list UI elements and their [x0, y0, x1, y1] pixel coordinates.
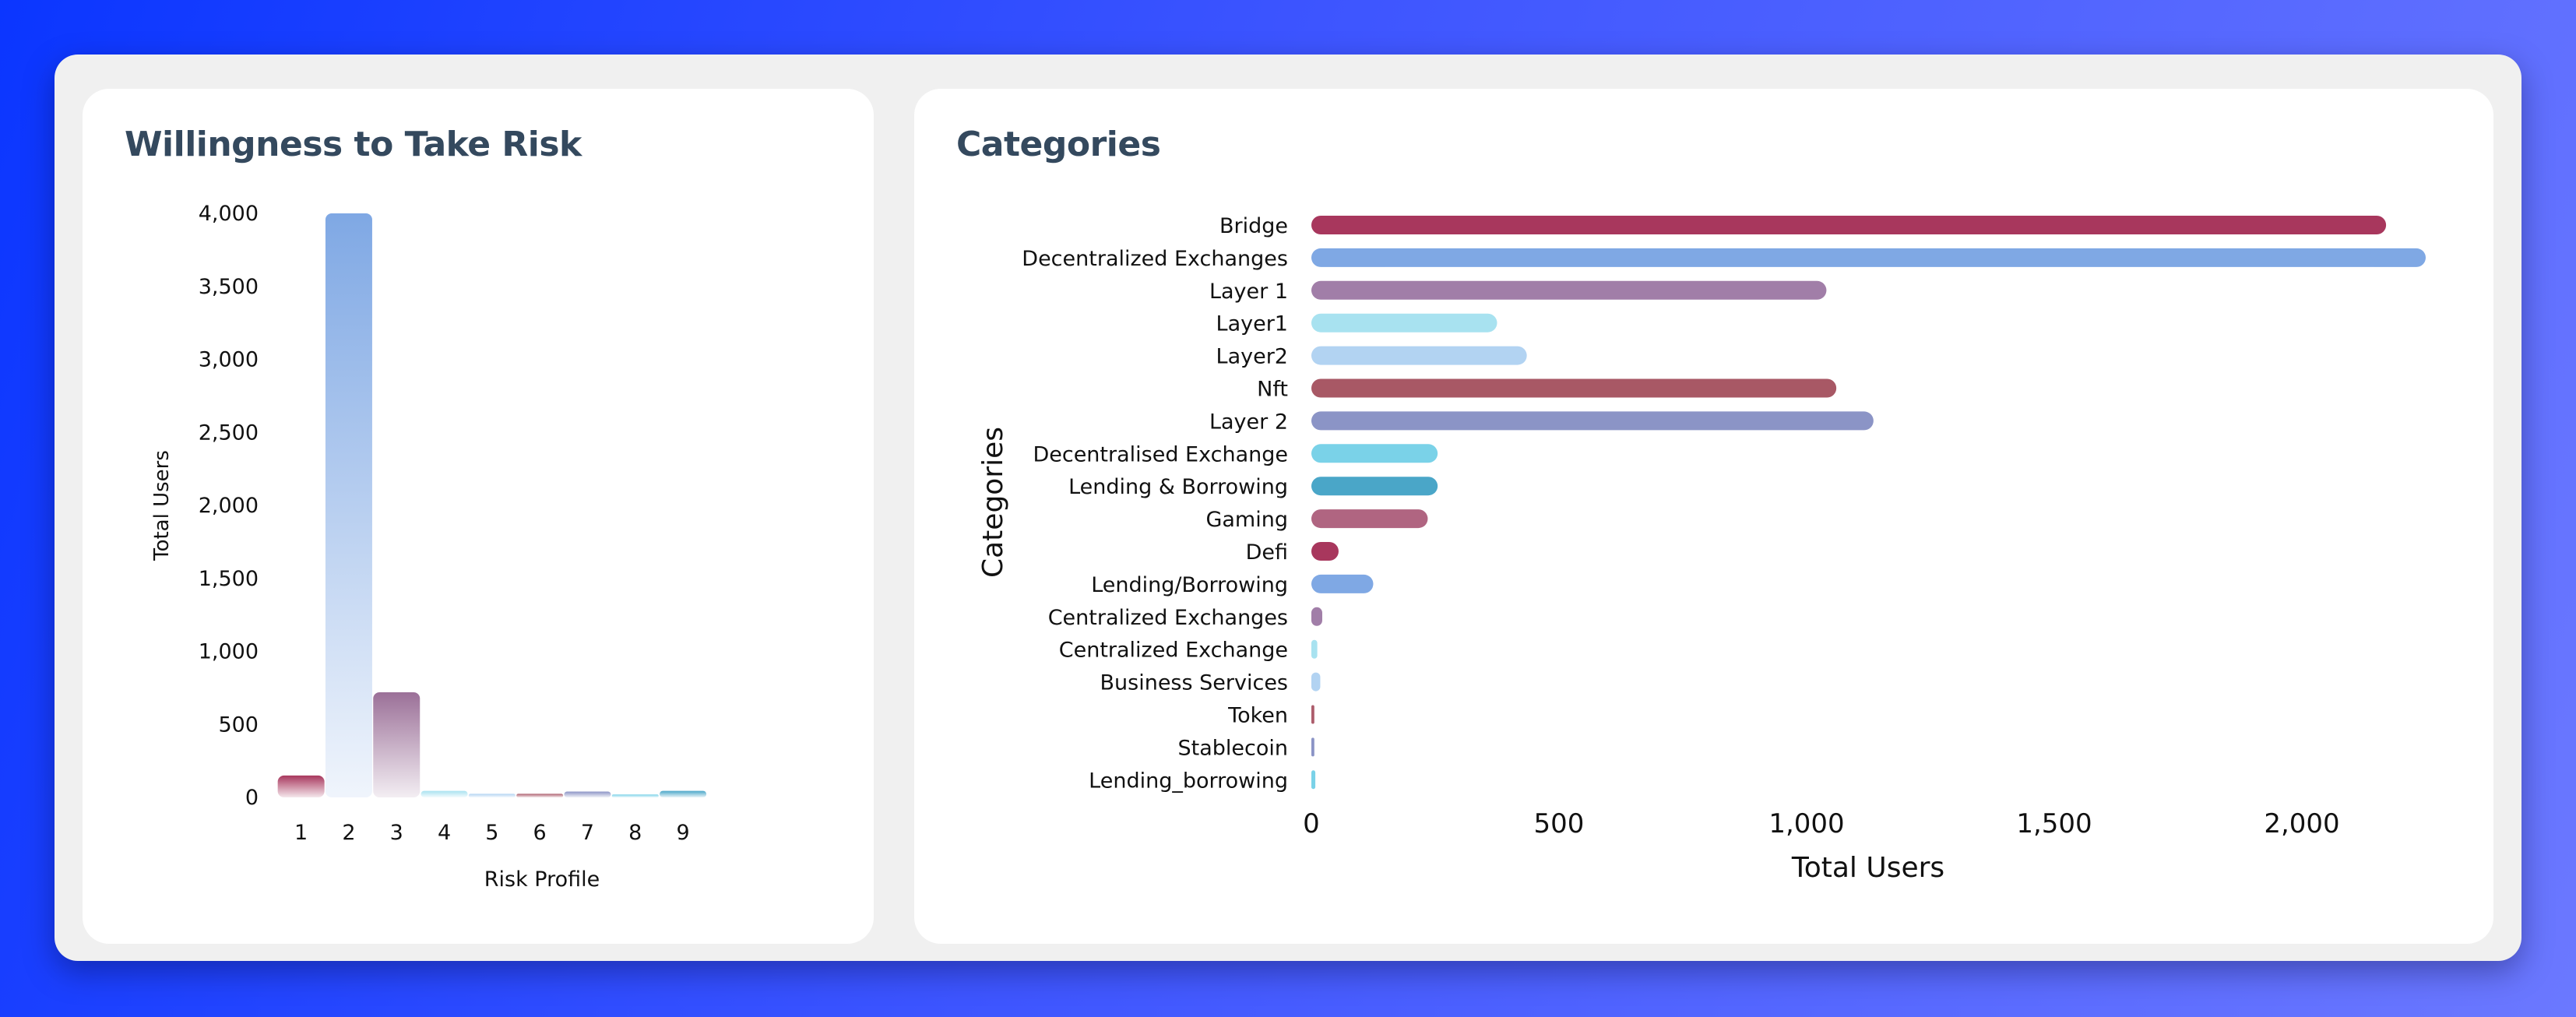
category-label: Decentralized Exchanges	[1022, 247, 1288, 271]
category-label: Layer 2	[1209, 410, 1288, 434]
bar-category	[1311, 280, 1827, 300]
bar-category	[1311, 346, 1527, 365]
bar-category	[1311, 444, 1438, 463]
bar-risk-2	[325, 213, 372, 797]
category-label: Lending/Borrowing	[1091, 573, 1288, 597]
category-label: Layer2	[1216, 345, 1288, 369]
bar-category	[1311, 770, 1316, 790]
x-tick-label: 1,500	[2016, 808, 2092, 839]
categories-bar-chart: Bridge Decentralized Exchanges Layer 1 Laye…	[977, 214, 2426, 884]
x-tick-label: 1,000	[1768, 808, 1844, 839]
categories-chart-card: Categories Bridge Decentralized Exchanges…	[914, 89, 2493, 944]
bar-category	[1311, 639, 1318, 659]
category-label: Layer1	[1216, 312, 1288, 336]
categories-chart-title: Categories	[956, 125, 1161, 164]
bar-category	[1311, 737, 1314, 757]
y-tick-label: 4,000	[199, 202, 259, 226]
category-label: Centralized Exchange	[1059, 639, 1288, 663]
category-label: Defi	[1246, 540, 1288, 565]
y-tick-label: 3,500	[199, 275, 259, 299]
x-tick-label: 2,000	[2264, 808, 2339, 839]
bar-category	[1311, 477, 1438, 496]
y-tick-label: 2,000	[199, 494, 259, 518]
bar-category	[1311, 672, 1321, 691]
bar-category	[1311, 313, 1497, 333]
bar-category	[1311, 216, 2387, 234]
y-axis-label: Total Users	[150, 450, 174, 561]
bar-risk-9	[660, 790, 707, 797]
bar-risk-6	[516, 794, 564, 797]
y-tick-label: 2,500	[199, 421, 259, 445]
bar-category	[1311, 705, 1314, 724]
x-tick-label: 5	[485, 821, 498, 845]
x-tick-label: 7	[581, 821, 594, 845]
x-axis-label: Risk Profile	[484, 867, 600, 892]
bar-category	[1311, 542, 1339, 561]
x-tick-label: 2	[342, 821, 355, 845]
y-axis-label: Categories	[977, 427, 1009, 578]
y-tick-label: 0	[245, 786, 259, 810]
x-tick-label: 1	[294, 821, 308, 845]
bar-category	[1311, 411, 1874, 431]
category-label: Lending_borrowing	[1089, 769, 1288, 793]
risk-chart-card: Willingness to Take Risk 0 500 1,000 1,500 2…	[83, 89, 874, 944]
bar-risk-4	[421, 790, 468, 797]
category-label: Gaming	[1205, 508, 1288, 532]
x-tick-label: 6	[533, 821, 547, 845]
y-tick-label: 3,000	[199, 348, 259, 372]
category-label: Bridge	[1219, 214, 1288, 238]
category-label: Decentralised Exchange	[1033, 442, 1288, 466]
x-tick-label: 500	[1534, 808, 1585, 839]
category-label: Business Services	[1100, 671, 1289, 695]
category-label: Centralized Exchanges	[1048, 606, 1288, 630]
dashboard-panel: Willingness to Take Risk 0 500 1,000 1,500 2…	[55, 55, 2521, 961]
bar-risk-5	[468, 794, 516, 797]
x-tick-label: 0	[1303, 808, 1320, 839]
x-tick-label: 3	[390, 821, 403, 845]
risk-chart-title: Willingness to Take Risk	[125, 125, 582, 164]
bar-risk-1	[277, 775, 325, 797]
bar-category	[1311, 574, 1374, 593]
x-tick-label: 9	[676, 821, 689, 845]
x-tick-label: 4	[438, 821, 451, 845]
bar-category	[1311, 607, 1322, 626]
bar-category	[1311, 248, 2426, 267]
x-tick-label: 8	[628, 821, 642, 845]
bar-risk-3	[373, 692, 421, 797]
category-label: Nft	[1257, 378, 1288, 402]
bar-category	[1311, 378, 1837, 398]
category-label: Token	[1227, 704, 1288, 728]
y-tick-label: 1,500	[199, 567, 259, 591]
bar-risk-7	[564, 791, 611, 797]
y-tick-label: 1,000	[199, 640, 259, 664]
bar-risk-8	[611, 794, 659, 797]
risk-bar-chart: 0 500 1,000 1,500 2,000 2,500 3,000 3,500 4,000 T…	[150, 202, 707, 892]
bar-category	[1311, 509, 1428, 529]
category-label: Stablecoin	[1178, 736, 1289, 760]
category-label: Layer 1	[1209, 280, 1288, 304]
y-tick-label: 500	[218, 713, 259, 737]
x-axis-label: Total Users	[1791, 852, 1944, 884]
category-label: Lending & Borrowing	[1068, 475, 1288, 499]
